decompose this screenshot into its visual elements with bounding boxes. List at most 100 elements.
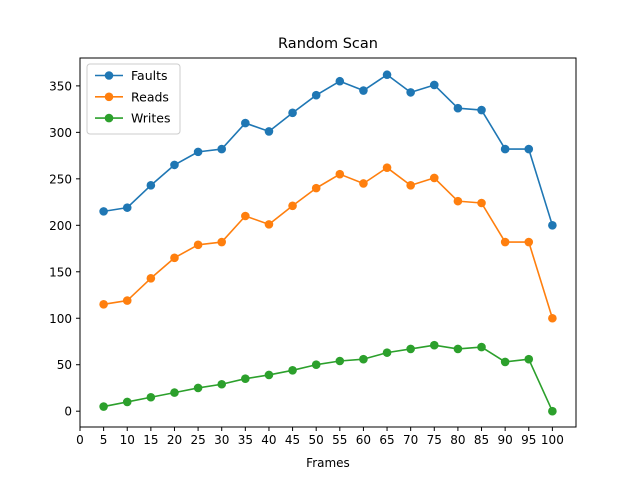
x-tick-label: 75 — [427, 433, 442, 447]
x-tick-label: 60 — [356, 433, 371, 447]
series-faults — [99, 70, 557, 230]
x-tick-label: 50 — [309, 433, 324, 447]
data-point-faults — [500, 144, 510, 154]
data-point-faults — [170, 160, 179, 170]
legend-swatch-marker — [104, 113, 114, 123]
data-point-faults — [193, 147, 203, 157]
data-point-reads — [453, 196, 463, 206]
data-point-faults — [217, 144, 227, 154]
plot-area — [99, 70, 557, 416]
y-tick-label: 300 — [49, 126, 72, 140]
data-point-faults — [99, 207, 108, 216]
data-point-reads — [146, 273, 156, 283]
data-point-writes — [122, 397, 132, 407]
data-point-reads — [288, 201, 297, 211]
x-tick-label: 30 — [214, 433, 229, 447]
series-reads — [99, 163, 557, 323]
data-point-faults — [264, 127, 274, 136]
y-tick-label: 150 — [49, 265, 72, 279]
data-point-faults — [122, 203, 132, 212]
x-tick-label: 90 — [498, 433, 513, 447]
legend: Faults Reads Writes — [86, 63, 181, 135]
legend-label: Faults — [131, 68, 168, 83]
data-point-writes — [382, 348, 392, 357]
x-tick-label: 85 — [474, 433, 489, 447]
y-axis: 0 50 100 150 200 250 300 350 — [49, 79, 80, 419]
data-point-faults — [524, 144, 534, 154]
data-point-writes — [335, 356, 345, 366]
x-tick-label: 70 — [403, 433, 418, 447]
data-point-reads — [382, 163, 392, 172]
data-point-faults — [359, 86, 368, 95]
x-tick-label: 40 — [261, 433, 276, 447]
data-point-writes — [406, 344, 415, 354]
data-point-reads — [217, 237, 227, 247]
y-tick-label: 50 — [57, 358, 72, 372]
data-point-reads — [170, 253, 179, 263]
data-point-faults — [288, 108, 297, 118]
x-axis-label: Frames — [306, 456, 350, 470]
data-point-faults — [146, 181, 156, 190]
data-point-reads — [406, 181, 415, 190]
data-point-reads — [359, 179, 368, 188]
data-point-faults — [241, 118, 250, 128]
data-point-reads — [311, 183, 321, 193]
data-point-reads — [264, 220, 274, 229]
legend-swatch-marker — [104, 71, 114, 80]
data-point-reads — [429, 173, 439, 183]
data-point-faults — [477, 105, 486, 115]
data-point-writes — [453, 344, 463, 354]
chart-title: Random Scan — [278, 36, 378, 52]
y-tick-label: 0 — [64, 405, 72, 419]
x-tick-label: 55 — [332, 433, 347, 447]
data-point-writes — [241, 374, 250, 383]
data-point-writes — [500, 357, 510, 367]
data-point-reads — [241, 211, 250, 221]
data-point-faults — [453, 103, 463, 113]
series-writes — [99, 340, 557, 416]
x-tick-label: 95 — [521, 433, 536, 447]
data-point-writes — [288, 366, 297, 375]
data-point-reads — [477, 198, 486, 208]
data-point-faults — [335, 76, 345, 86]
x-tick-label: 45 — [285, 433, 300, 447]
x-tick-label: 15 — [143, 433, 158, 447]
y-tick-label: 350 — [49, 79, 72, 93]
y-tick-label: 200 — [49, 219, 72, 233]
x-axis: 0 5 10 15 20 25 30 35 40 45 50 55 60 65 70 75 80 85 90 95 10… — [76, 427, 564, 447]
data-point-writes — [193, 383, 203, 393]
x-tick-label: 65 — [379, 433, 394, 447]
legend-label: Reads — [131, 89, 169, 104]
legend-entry-reads: Reads — [95, 89, 169, 104]
data-point-writes — [477, 342, 486, 352]
x-tick-label: 80 — [450, 433, 465, 447]
legend-entry-writes: Writes — [95, 111, 171, 126]
data-point-writes — [264, 370, 274, 380]
data-point-writes — [548, 406, 557, 416]
x-tick-label: 10 — [120, 433, 135, 447]
data-point-faults — [429, 80, 439, 90]
data-point-writes — [99, 402, 108, 411]
data-point-writes — [311, 360, 321, 370]
legend-label: Writes — [131, 111, 171, 126]
legend-swatch-marker — [104, 92, 114, 102]
x-tick-label: 20 — [167, 433, 182, 447]
data-point-reads — [500, 237, 510, 247]
plot-frame — [79, 57, 577, 428]
x-tick-label: 0 — [76, 433, 84, 447]
x-tick-label: 5 — [100, 433, 108, 447]
y-tick-label: 250 — [49, 172, 72, 186]
data-point-writes — [146, 392, 156, 402]
y-tick-label: 100 — [49, 312, 72, 326]
data-point-reads — [99, 300, 108, 309]
data-point-faults — [548, 221, 557, 230]
x-tick-label: 100 — [541, 433, 564, 447]
data-point-writes — [524, 354, 534, 364]
data-point-writes — [429, 340, 439, 350]
x-tick-label: 25 — [190, 433, 205, 447]
data-point-reads — [524, 237, 534, 247]
data-point-faults — [382, 70, 392, 80]
data-point-reads — [193, 240, 203, 250]
data-point-faults — [311, 90, 321, 100]
